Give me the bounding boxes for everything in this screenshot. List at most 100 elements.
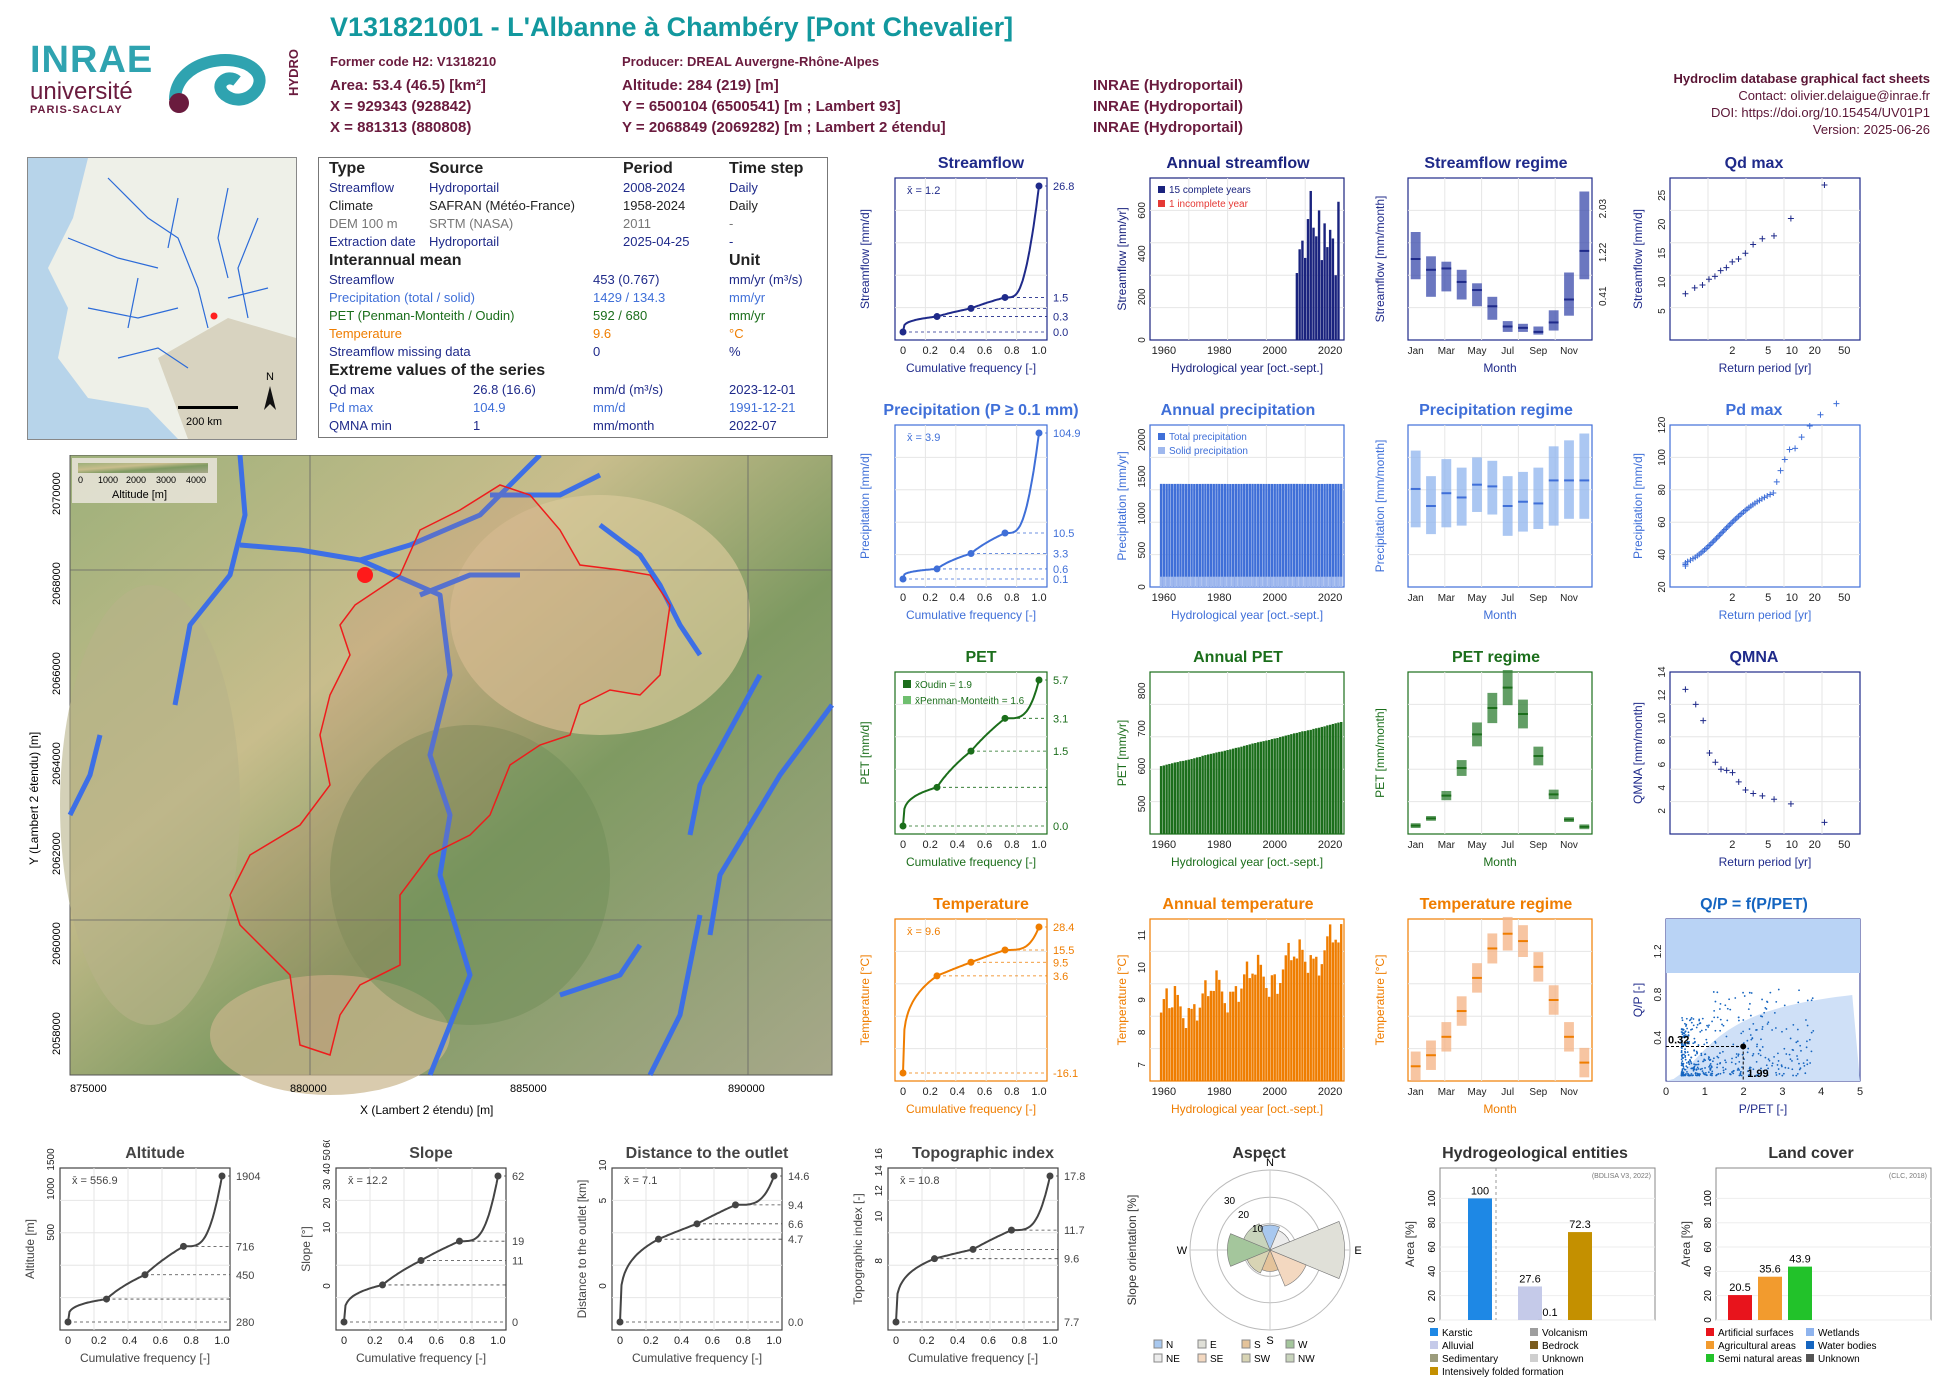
quantile-point	[1046, 1172, 1054, 1180]
annual-bar	[1328, 724, 1332, 834]
x-axis-label: Return period [yr]	[1719, 855, 1812, 869]
legend-label: x̄Oudin = 1.9	[915, 680, 972, 691]
table-row: Climate SAFRAN (Météo-France) 1958-2024 …	[329, 198, 817, 215]
annual-bar	[1223, 1003, 1227, 1081]
solid-bar	[1248, 576, 1251, 587]
daily-point	[1788, 1053, 1791, 1056]
y-tick: 14	[874, 1165, 885, 1177]
daily-point	[1777, 1068, 1780, 1070]
annual-bar	[1182, 483, 1185, 587]
x-tick: 1960	[1152, 1086, 1176, 1098]
daily-point	[1686, 1066, 1689, 1069]
annual-bar	[1315, 236, 1318, 340]
annual-bar	[1193, 483, 1196, 587]
doi-link[interactable]: DOI: https://doi.org/10.15454/UV01P1	[1711, 105, 1930, 120]
daily-point	[1697, 1044, 1700, 1046]
daily-point	[1766, 1023, 1769, 1025]
x-tick: Mar	[1438, 1087, 1456, 1098]
sample-point	[1710, 538, 1717, 545]
x-tick: 2	[1729, 839, 1735, 851]
quantile-label: 6.6	[788, 1219, 803, 1231]
annual-bar	[1306, 219, 1310, 340]
bar-label: 27.6	[1519, 1273, 1540, 1285]
annual-bar	[1248, 744, 1251, 834]
x-axis-label: Month	[1483, 361, 1516, 375]
cell: 1991-12-21	[729, 400, 796, 415]
bar-label: 0.1	[1542, 1307, 1557, 1319]
daily-point	[1722, 1066, 1724, 1069]
quantile-label: 5.7	[1053, 675, 1068, 687]
x-axis-label: Hydrological year [oct.-sept.]	[1171, 608, 1323, 622]
precipitation-regime-chart: Precipitation regime Jan Mar May Jul Sep Nov Mo…	[1373, 402, 1593, 622]
legend-swatch	[1197, 1353, 1207, 1363]
quantile-point	[899, 822, 907, 830]
sample-point	[1684, 558, 1691, 565]
x-tick: 2000	[1262, 345, 1286, 357]
cell: Precipitation (total / solid)	[329, 290, 475, 305]
sample-point	[1750, 241, 1757, 248]
daily-point	[1719, 1029, 1722, 1032]
bar	[1728, 1295, 1752, 1320]
contact[interactable]: Contact: olivier.delaigue@inrae.fr	[1738, 88, 1930, 103]
cell: PET (Penman-Monteith / Oudin)	[329, 308, 515, 323]
chart-title: Distance to the outlet	[626, 1145, 789, 1162]
sample-point	[1682, 686, 1689, 693]
legend-swatch	[1430, 1341, 1438, 1349]
cell: mm/yr	[729, 290, 766, 305]
daily-point	[1696, 1074, 1698, 1077]
quantile-label: 0.0	[1053, 327, 1068, 339]
altitude-cdf-chart: Altitude 1904 716 450 280 x̄ = 556.9 0 0.2 0.4 0.…	[23, 1145, 260, 1365]
quantile-point	[931, 1255, 938, 1263]
annual-bar	[1195, 483, 1199, 587]
sample-point	[1717, 766, 1724, 773]
daily-point	[1809, 1062, 1812, 1064]
budyko-zone	[1666, 995, 1860, 1081]
direction-label: N	[1266, 1157, 1274, 1169]
daily-point	[1792, 1074, 1794, 1077]
y-tick: 200	[1137, 288, 1148, 305]
annual-bar	[1323, 223, 1326, 340]
table-row: Temperature 9.6 °C	[329, 326, 817, 343]
daily-point	[1749, 1071, 1752, 1074]
daily-point	[1803, 1064, 1806, 1067]
daily-point	[1719, 1002, 1722, 1005]
solid-bar	[1326, 576, 1329, 587]
daily-point	[1766, 1074, 1769, 1077]
x-axis-label: Return period [yr]	[1719, 608, 1812, 622]
daily-point	[1714, 1029, 1717, 1032]
x-tick: 0	[900, 592, 906, 604]
y-tick: 60	[322, 1140, 333, 1148]
x-tick: 2020	[1318, 1086, 1342, 1098]
daily-point	[1716, 1066, 1718, 1069]
x-axis-label: Hydrological year [oct.-sept.]	[1171, 361, 1323, 375]
daily-point	[1681, 1057, 1684, 1059]
annual-bar	[1340, 924, 1343, 1081]
y-axis-label: Area [%]	[1679, 1221, 1693, 1267]
legend-swatch	[1285, 1339, 1295, 1349]
pet-regime-chart: PET regime Jan Mar May Jul Sep Nov Month PET [mm…	[1373, 649, 1593, 869]
solid-bar	[1198, 576, 1202, 587]
y-tick: 25	[1657, 189, 1668, 201]
bar	[1518, 1286, 1542, 1320]
legend-label: 1 incomplete year	[1169, 199, 1249, 210]
daily-point	[1699, 1030, 1702, 1033]
topographic-cdf-chart: Topographic index 17.8 11.7 9.6 7.7 x̄ = 10.8…	[851, 1145, 1085, 1365]
direction-label: W	[1177, 1245, 1188, 1257]
daily-point	[1791, 1060, 1793, 1062]
chart-title: Temperature regime	[1420, 896, 1573, 913]
annual-bar	[1328, 229, 1332, 340]
daily-point	[1765, 1064, 1768, 1067]
quantile-label: 7.7	[1064, 1317, 1079, 1329]
daily-point	[1705, 1028, 1707, 1031]
x-tick: 0.4	[950, 592, 965, 604]
cdf-curve	[902, 432, 1040, 580]
annual-bar	[1334, 483, 1337, 587]
chart-title: QMNA	[1730, 649, 1779, 666]
daily-point	[1686, 1070, 1688, 1073]
annual-bar	[1190, 1008, 1193, 1081]
y-tick: 0	[1137, 584, 1148, 590]
quantile-point	[494, 1172, 502, 1180]
daily-point	[1759, 1054, 1762, 1057]
daily-point	[1704, 1053, 1707, 1056]
y-axis-label: Topographic index [-]	[851, 1193, 865, 1304]
